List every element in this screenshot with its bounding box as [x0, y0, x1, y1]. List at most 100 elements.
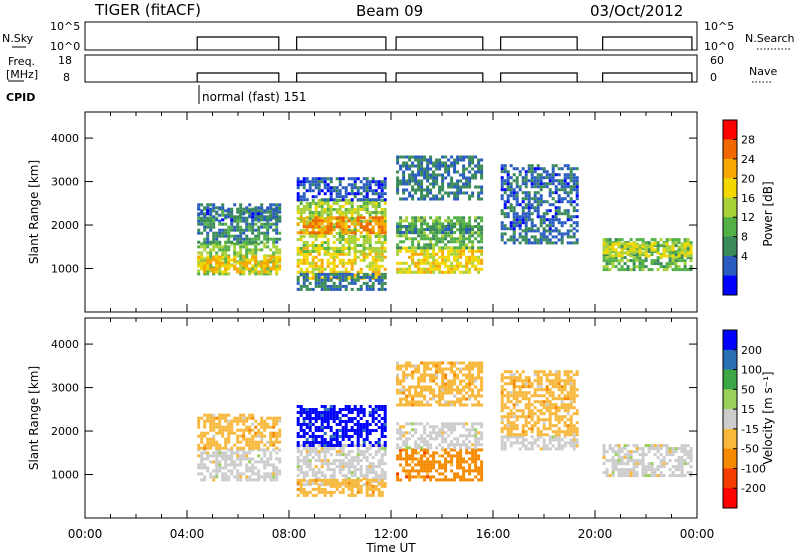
heatmap-cell — [347, 493, 351, 497]
heatmap-cell — [557, 197, 561, 201]
heatmap-cell — [305, 483, 309, 487]
heatmap-cell — [317, 189, 321, 193]
heatmap-cell — [653, 259, 657, 263]
heatmap-cell — [314, 420, 318, 423]
heatmap-cell — [368, 275, 372, 279]
heatmap-cell — [230, 425, 234, 429]
heatmap-cell — [254, 446, 258, 450]
heatmap-cell — [365, 225, 369, 229]
heatmap-cell — [503, 200, 507, 204]
heatmap-cell — [329, 186, 333, 190]
heatmap-cell — [548, 179, 552, 183]
heatmap-cell — [500, 238, 504, 242]
heatmap-cell — [563, 188, 567, 192]
heatmap-cell — [521, 235, 525, 239]
heatmap-cell — [380, 453, 384, 457]
heatmap-cell — [447, 425, 451, 429]
heatmap-cell — [365, 205, 369, 208]
heatmap-cell — [641, 259, 645, 263]
heatmap-cell — [260, 248, 264, 252]
heatmap-cell — [215, 267, 219, 271]
heatmap-cell — [278, 248, 282, 252]
heatmap-cell — [374, 219, 378, 223]
heatmap-cell — [653, 262, 657, 266]
heatmap-cell — [557, 194, 561, 198]
freq-label: Freq. — [8, 55, 35, 68]
heatmap-cell — [468, 219, 472, 223]
heatmap-cell — [411, 231, 415, 234]
heatmap-cell — [542, 200, 546, 204]
heatmap-cell — [611, 250, 615, 254]
heatmap-cell — [347, 272, 351, 276]
heatmap-cell — [423, 155, 427, 159]
heatmap-cell — [203, 228, 207, 232]
heatmap-cell — [374, 183, 378, 187]
heatmap-cell — [399, 225, 403, 228]
heatmap-cell — [314, 411, 318, 414]
heatmap-cell — [527, 164, 531, 168]
heatmap-cell — [512, 235, 516, 239]
heatmap-cell — [474, 264, 478, 268]
heatmap-cell — [218, 446, 222, 450]
heatmap-cell — [239, 475, 243, 479]
heatmap-cell — [362, 220, 366, 223]
heatmap-cell — [251, 270, 255, 274]
heatmap-cell — [278, 218, 282, 222]
heatmap-cell — [509, 206, 513, 210]
heatmap-cell — [344, 474, 348, 478]
heatmap-cell — [326, 287, 330, 291]
heatmap-cell — [671, 250, 675, 254]
heatmap-cell — [341, 481, 345, 485]
heatmap-cell — [638, 244, 642, 248]
heatmap-cell — [471, 240, 475, 244]
heatmap-cell — [453, 158, 457, 162]
heatmap-cell — [272, 422, 276, 426]
heatmap-cell — [417, 457, 421, 461]
heatmap-cell — [453, 167, 457, 171]
heatmap-cell — [269, 416, 273, 420]
heatmap-cell — [323, 249, 327, 253]
heatmap-cell — [209, 472, 213, 476]
heatmap-cell — [566, 209, 570, 213]
heatmap-cell — [332, 284, 336, 288]
heatmap-cell — [417, 158, 421, 162]
heatmap-cell — [447, 451, 451, 455]
heatmap-cell — [236, 457, 240, 461]
heatmap-cell — [335, 264, 339, 268]
heatmap-cell — [572, 227, 576, 231]
heatmap-cell — [302, 192, 306, 196]
heatmap-cell — [506, 227, 510, 231]
heatmap-cell — [480, 466, 484, 470]
heatmap-cell — [530, 235, 534, 239]
heatmap-cell — [248, 478, 252, 482]
heatmap-cell — [417, 185, 421, 189]
heatmap-cell — [383, 222, 387, 226]
heatmap-cell — [302, 219, 306, 223]
heatmap-cell — [245, 451, 249, 455]
heatmap-cell — [314, 465, 318, 469]
heatmap-cell — [402, 231, 406, 234]
nave-tick-bottom: 0 — [710, 71, 717, 84]
heatmap-cell — [308, 217, 312, 220]
heatmap-cell — [332, 272, 336, 276]
heatmap-cell — [429, 176, 433, 180]
heatmap-cell — [477, 185, 481, 189]
heatmap-cell — [206, 466, 210, 470]
heatmap-cell — [326, 441, 330, 444]
heatmap-cell — [215, 431, 219, 435]
heatmap-cell — [536, 179, 540, 183]
heatmap-cell — [359, 284, 363, 288]
heatmap-cell — [380, 195, 384, 199]
heatmap-cell — [503, 182, 507, 186]
heatmap-cell — [426, 161, 430, 165]
heatmap-cell — [239, 416, 243, 420]
heatmap-cell — [326, 205, 330, 208]
heatmap-cell — [411, 164, 415, 168]
heatmap-cell — [347, 238, 351, 241]
heatmap-cell — [242, 422, 246, 426]
heatmap-cell — [560, 221, 564, 225]
heatmap-cell — [302, 493, 306, 497]
heatmap-cell — [435, 437, 439, 441]
heatmap-cell — [506, 197, 510, 201]
heatmap-cell — [396, 261, 400, 265]
